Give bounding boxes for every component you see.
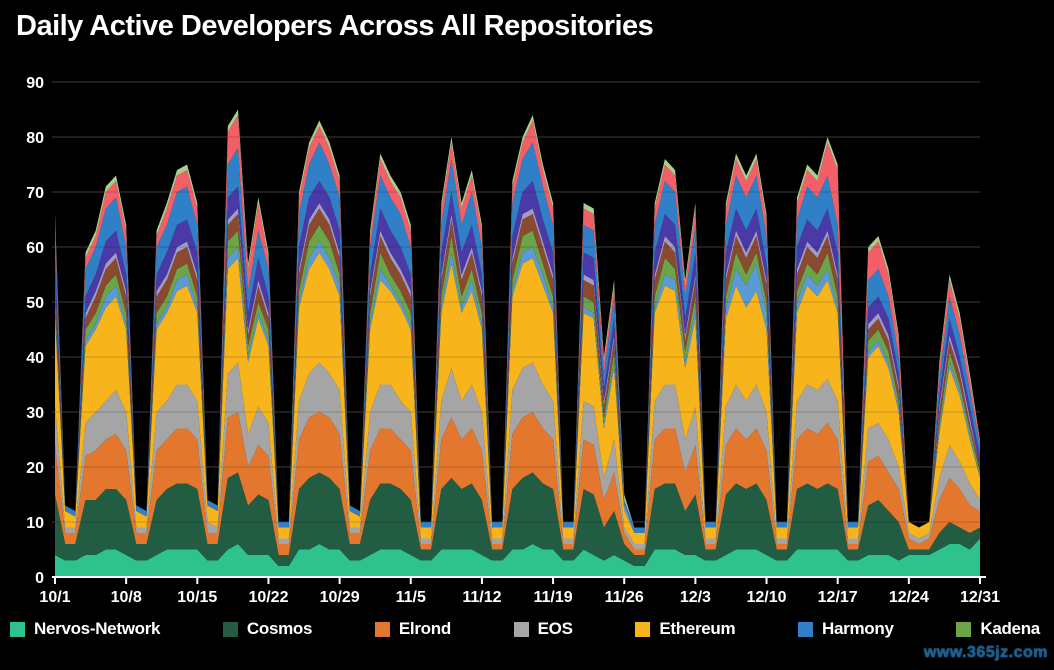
x-axis-tick-label: 12/10 bbox=[747, 589, 787, 606]
area-series-ethereum bbox=[55, 252, 980, 544]
legend-item-kadena[interactable]: Kadena bbox=[956, 619, 1040, 639]
legend-swatch bbox=[956, 621, 972, 637]
legend-swatch bbox=[374, 621, 390, 637]
x-axis-tick-label: 12/31 bbox=[960, 589, 1000, 606]
legend-label: EOS bbox=[537, 619, 573, 638]
y-axis-tick-label: 70 bbox=[26, 185, 44, 202]
x-axis-tick-label: 12/3 bbox=[680, 589, 711, 606]
y-axis-tick-label: 40 bbox=[26, 350, 44, 367]
legend-item-cosmos[interactable]: Cosmos bbox=[222, 619, 313, 639]
area-series-elrond bbox=[55, 412, 980, 555]
legend-item-eos[interactable]: EOS bbox=[513, 619, 573, 639]
legend-item-nervos-network[interactable]: Nervos-Network bbox=[10, 619, 160, 639]
legend-label: Kadena bbox=[980, 619, 1040, 638]
x-axis-tick-label: 11/5 bbox=[396, 589, 426, 606]
legend-swatch bbox=[10, 621, 25, 637]
x-axis-tick-label: 10/1 bbox=[39, 589, 70, 606]
legend-label: Elrond bbox=[398, 619, 451, 638]
legend-item-elrond[interactable]: Elrond bbox=[374, 619, 451, 639]
area-series-cosmos bbox=[55, 472, 980, 566]
y-axis-tick-label: 90 bbox=[26, 75, 44, 92]
legend: Nervos-Network Cosmos Elrond EOS Ethereum Har… bbox=[0, 619, 1054, 639]
x-axis-tick-label: 10/29 bbox=[320, 589, 360, 606]
y-axis-tick-label: 20 bbox=[26, 460, 44, 477]
x-axis-tick-label: 11/19 bbox=[533, 589, 572, 606]
legend-label: Ethereum bbox=[659, 619, 736, 638]
area-series-eos bbox=[55, 362, 980, 550]
y-axis-tick-label: 50 bbox=[26, 295, 44, 312]
x-axis-tick-label: 12/17 bbox=[818, 589, 858, 606]
x-axis-tick-label: 10/15 bbox=[177, 589, 217, 606]
chart-title: Daily Active Developers Across All Repos… bbox=[16, 10, 654, 42]
x-axis-tick-label: 10/8 bbox=[111, 589, 142, 606]
y-axis-tick-label: 0 bbox=[35, 570, 44, 587]
legend-label: Harmony bbox=[822, 619, 894, 638]
y-axis-tick-label: 10 bbox=[26, 515, 44, 532]
legend-swatch bbox=[635, 621, 651, 637]
legend-label: Cosmos bbox=[246, 619, 313, 638]
legend-swatch bbox=[222, 621, 238, 637]
x-axis-tick-label: 11/12 bbox=[462, 589, 501, 606]
legend-swatch bbox=[798, 621, 814, 637]
legend-item-ethereum[interactable]: Ethereum bbox=[635, 619, 736, 639]
x-axis-tick-label: 10/22 bbox=[248, 589, 288, 606]
watermark-text: www.365jz.com bbox=[923, 644, 1048, 661]
legend-label: Nervos-Network bbox=[34, 619, 161, 638]
area-series-nervos-network bbox=[55, 538, 980, 577]
y-axis-tick-label: 30 bbox=[26, 405, 44, 422]
legend-item-harmony[interactable]: Harmony bbox=[798, 619, 894, 639]
y-axis-tick-label: 80 bbox=[26, 130, 44, 147]
x-axis-tick-label: 12/24 bbox=[889, 589, 929, 606]
legend-swatch bbox=[513, 621, 529, 637]
x-axis-tick-label: 11/26 bbox=[605, 589, 644, 606]
y-axis-tick-label: 60 bbox=[26, 240, 44, 257]
